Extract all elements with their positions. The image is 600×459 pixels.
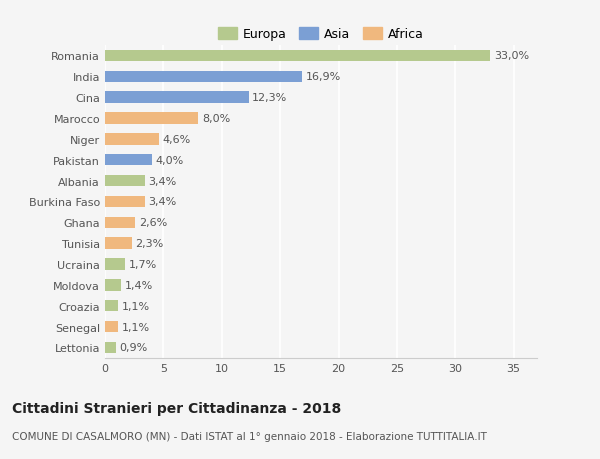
Text: 4,6%: 4,6% <box>162 134 190 145</box>
Text: 8,0%: 8,0% <box>202 114 230 124</box>
Text: 1,7%: 1,7% <box>128 259 157 269</box>
Bar <box>105 238 132 249</box>
Text: 12,3%: 12,3% <box>252 93 287 103</box>
Legend: Europa, Asia, Africa: Europa, Asia, Africa <box>214 24 428 45</box>
Bar <box>105 259 125 270</box>
Bar <box>105 92 248 104</box>
Text: Cittadini Stranieri per Cittadinanza - 2018: Cittadini Stranieri per Cittadinanza - 2… <box>12 402 341 415</box>
Bar <box>105 113 199 124</box>
Text: 1,1%: 1,1% <box>121 301 149 311</box>
Text: 3,4%: 3,4% <box>148 176 176 186</box>
Bar <box>105 321 118 332</box>
Bar <box>105 134 159 145</box>
Text: 16,9%: 16,9% <box>306 72 341 82</box>
Text: 0,9%: 0,9% <box>119 342 147 353</box>
Bar <box>105 300 118 312</box>
Bar <box>105 175 145 187</box>
Bar <box>105 280 121 291</box>
Text: 4,0%: 4,0% <box>155 155 184 165</box>
Bar <box>105 50 490 62</box>
Bar <box>105 196 145 207</box>
Bar <box>105 217 136 229</box>
Bar <box>105 155 152 166</box>
Bar <box>105 342 116 353</box>
Text: 2,6%: 2,6% <box>139 218 167 228</box>
Text: 1,4%: 1,4% <box>125 280 153 290</box>
Bar <box>105 72 302 83</box>
Text: 2,3%: 2,3% <box>136 239 164 249</box>
Text: 1,1%: 1,1% <box>121 322 149 332</box>
Text: 3,4%: 3,4% <box>148 197 176 207</box>
Text: 33,0%: 33,0% <box>494 51 529 62</box>
Text: COMUNE DI CASALMORO (MN) - Dati ISTAT al 1° gennaio 2018 - Elaborazione TUTTITAL: COMUNE DI CASALMORO (MN) - Dati ISTAT al… <box>12 431 487 442</box>
